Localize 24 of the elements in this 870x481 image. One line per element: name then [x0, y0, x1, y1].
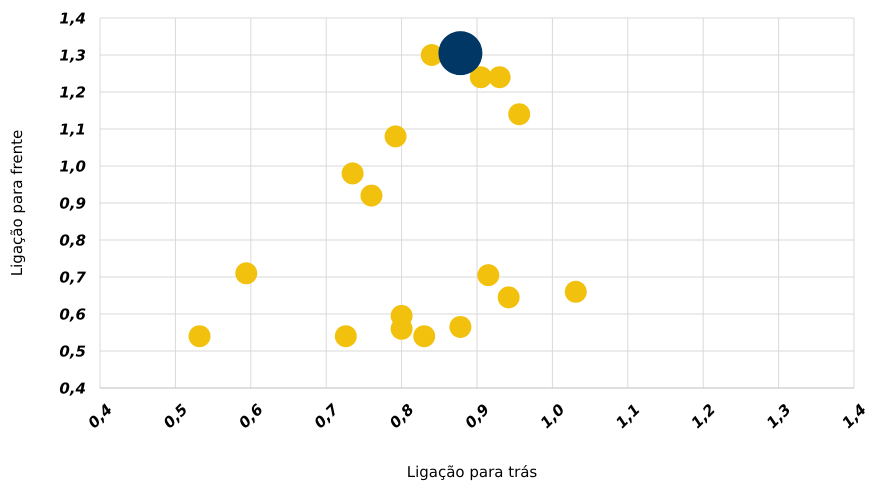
y-tick-label: 1,3: [59, 46, 86, 64]
x-tick-label: 1,4: [838, 400, 870, 432]
x-tick-label: 1,3: [763, 400, 795, 432]
x-tick-label: 1,0: [536, 400, 568, 432]
y-tick-label: 1,0: [59, 157, 86, 176]
x-tick-label: 0,4: [84, 400, 116, 432]
y-tick-label: 0,7: [59, 268, 87, 286]
x-tick-label: 0,6: [235, 400, 267, 432]
x-tick-label: 0,8: [386, 400, 418, 432]
y-tick-label: 1,4: [59, 9, 86, 28]
y-axis-title: Ligação para frente: [8, 130, 26, 276]
x-tick-label: 1,2: [688, 400, 720, 432]
x-tick-label: 0,9: [461, 400, 493, 432]
x-tick-label: 0,5: [160, 400, 192, 432]
y-tick-label: 0,6: [59, 305, 86, 324]
y-tick-label: 0,5: [59, 342, 86, 360]
x-tick-label: 0,7: [310, 400, 343, 432]
y-tick-label: 0,4: [59, 379, 86, 398]
x-axis-title: Ligação para trás: [406, 463, 538, 481]
y-tick-label: 1,2: [59, 83, 86, 102]
y-tick-label: 1,1: [59, 120, 86, 138]
x-tick-label: 1,1: [612, 400, 644, 432]
y-tick-label: 0,8: [59, 231, 86, 250]
y-tick-label: 0,9: [59, 194, 86, 212]
